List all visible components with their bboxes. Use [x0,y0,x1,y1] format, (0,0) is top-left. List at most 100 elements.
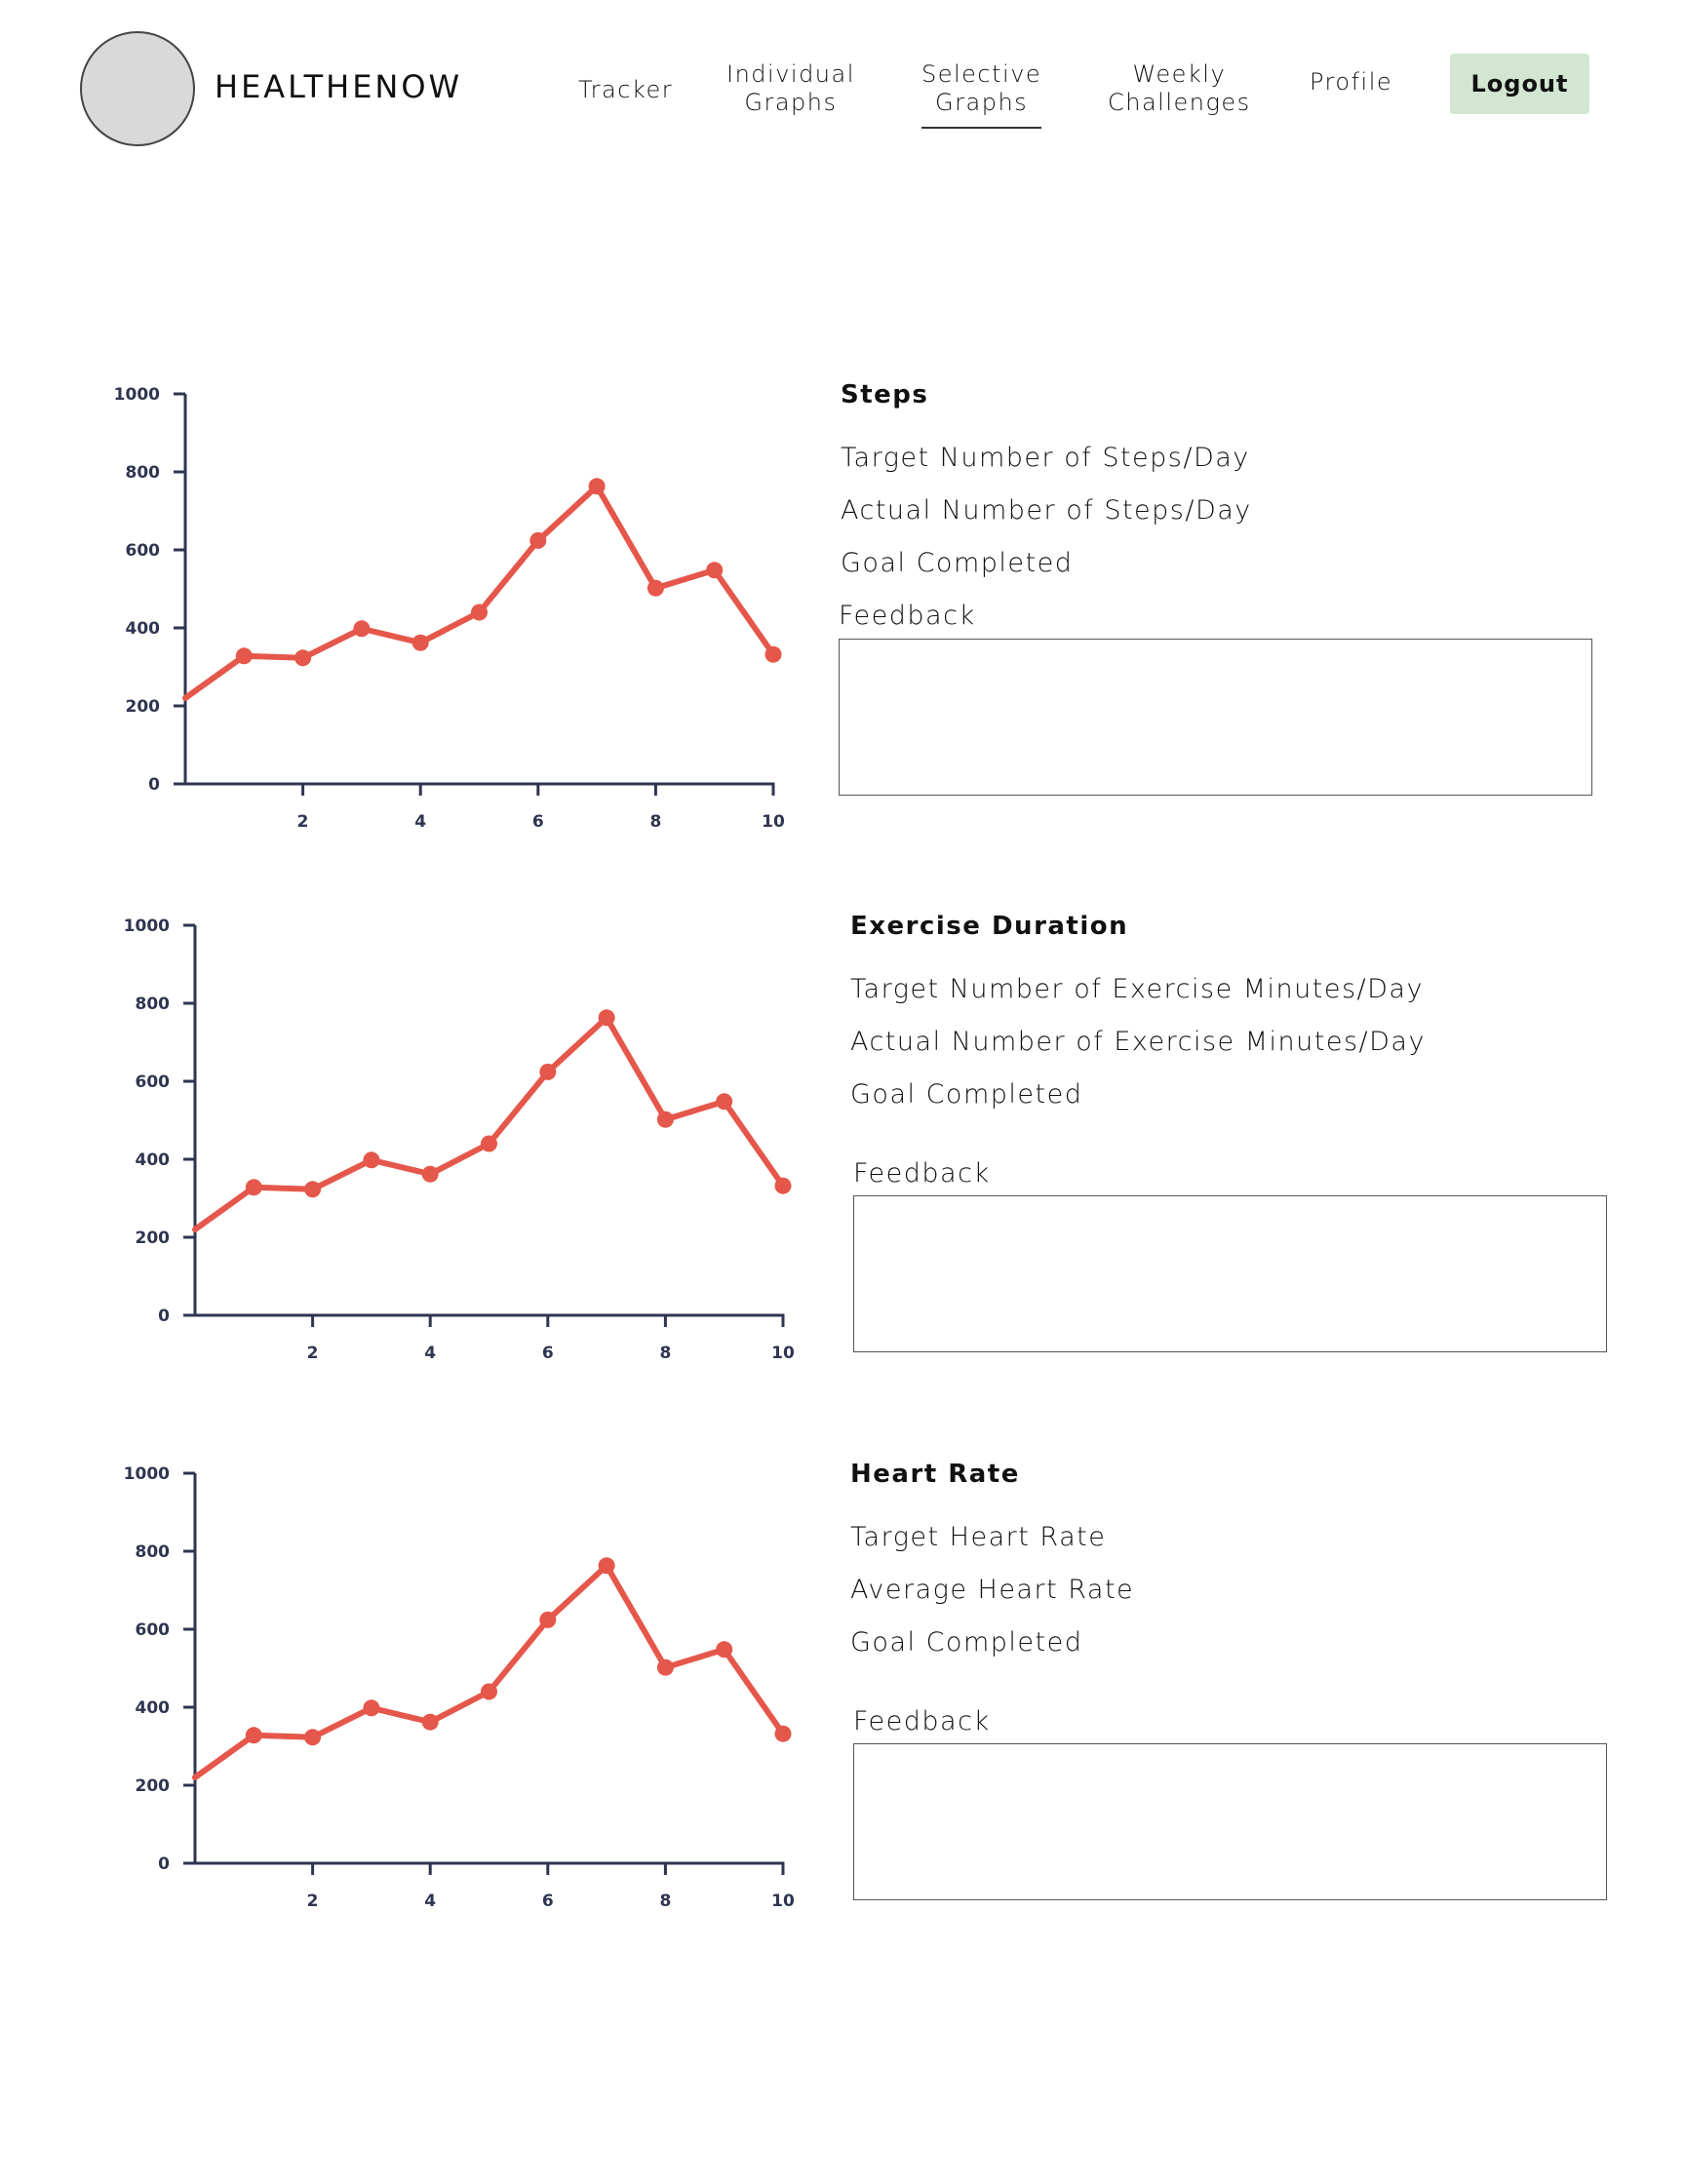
x-tick-label: 10 [762,812,785,832]
data-point [656,1658,674,1676]
data-point [706,562,724,579]
nav-tracker-label: Tracker [578,76,674,103]
x-tick-label: 2 [297,812,309,832]
steps-title: Steps [841,380,929,410]
x-tick-label: 6 [542,1344,554,1363]
steps-feedback-input[interactable] [839,639,1592,796]
data-point [481,1683,497,1700]
logout-button[interactable]: Logout [1450,54,1589,114]
data-point [353,620,371,638]
chart-axes [183,394,775,790]
data-point [647,579,664,597]
exercise-target-label: Target Number of Exercise Minutes/Day [850,974,1424,1004]
nav-weekly-label-line2: Challenges [1108,89,1251,116]
steps-goal-label: Goal Completed [841,548,1074,578]
chart-axes [193,925,785,1321]
x-tick-label: 8 [659,1892,671,1911]
y-tick-label: 1000 [124,916,170,936]
data-point [235,647,253,665]
series-line [192,1562,786,1780]
heart-rate-feedback-label: Feedback [853,1706,991,1736]
nav-profile-label: Profile [1310,68,1393,96]
heart-rate-info: Heart Rate Target Heart Rate Average Hea… [850,1460,1621,1908]
nav-individual-graphs[interactable]: Individual Graphs [726,60,855,117]
y-tick-label: 200 [126,697,161,717]
nav-weekly-label-line1: Weekly [1132,60,1227,88]
heart-rate-average-label: Average Heart Rate [850,1575,1135,1605]
x-tick-label: 10 [771,1344,795,1363]
exercise-actual-label: Actual Number of Exercise Minutes/Day [850,1027,1426,1057]
data-point [471,604,488,621]
nav-selective-label-line1: Selective [921,60,1042,88]
series-line [182,483,776,701]
data-point [245,1179,262,1196]
y-tick-label: 0 [158,1854,170,1874]
exercise-duration-chart: 0 200 400 600 800 1000 2 4 6 8 10 [124,916,795,1363]
data-point [481,1135,497,1152]
y-tick-label: 400 [136,1150,171,1170]
y-tick-label: 200 [136,1228,171,1248]
x-tick-label: 6 [532,812,544,832]
nav-selective-graphs[interactable]: Selective Graphs [921,60,1042,129]
y-tick-label: 400 [126,619,161,639]
exercise-feedback-label: Feedback [853,1158,991,1189]
brand-name: HEALTHENOW [215,68,463,105]
data-point [363,1151,380,1169]
data-point [421,1713,439,1731]
y-tick-label: 200 [136,1776,171,1796]
y-tick-label: 600 [136,1620,171,1640]
nav-tracker[interactable]: Tracker [578,76,673,104]
y-tick-label: 800 [126,463,161,483]
heart-rate-title: Heart Rate [850,1460,1020,1489]
y-tick-label: 400 [136,1698,171,1718]
data-point [716,1093,733,1111]
steps-chart: 0 200 400 600 800 1000 2 4 6 8 10 [114,385,785,832]
y-tick-label: 600 [136,1072,171,1092]
x-tick-label: 4 [424,1344,436,1363]
steps-actual-label: Actual Number of Steps/Day [841,495,1252,526]
data-point [656,1111,674,1128]
data-point [411,634,429,651]
data-point [304,1729,322,1746]
exercise-duration-title: Exercise Duration [850,912,1129,941]
x-tick-label: 8 [649,812,661,832]
steps-target-label: Target Number of Steps/Day [841,443,1250,473]
x-tick-label: 4 [424,1892,436,1911]
y-tick-label: 800 [136,994,171,1014]
y-tick-label: 600 [126,541,161,561]
series-line [192,1014,786,1232]
exercise-feedback-input[interactable] [853,1195,1607,1352]
heart-rate-goal-label: Goal Completed [850,1627,1083,1658]
x-tick-label: 6 [542,1892,554,1911]
nav-individual-label-line2: Graphs [744,89,838,116]
data-point [245,1727,262,1744]
steps-feedback-label: Feedback [839,601,976,631]
data-point [529,531,547,549]
data-point [764,645,782,663]
x-tick-label: 8 [659,1344,671,1363]
nav-profile[interactable]: Profile [1310,68,1392,97]
data-point [421,1165,439,1183]
data-point [774,1725,792,1742]
y-tick-label: 0 [158,1306,170,1326]
data-point [774,1177,792,1194]
heart-rate-chart: 0 200 400 600 800 1000 2 4 6 8 10 [124,1464,795,1911]
y-tick-label: 1000 [124,1464,170,1484]
nav-weekly-challenges[interactable]: Weekly Challenges [1108,60,1251,117]
data-point [294,649,312,667]
data-point [539,1611,557,1628]
y-tick-label: 0 [148,775,160,795]
data-point [304,1181,322,1198]
x-tick-label: 2 [307,1344,319,1363]
x-tick-label: 10 [771,1892,795,1911]
data-point [716,1641,733,1658]
data-point [363,1699,380,1717]
x-tick-label: 2 [307,1892,319,1911]
steps-info: Steps Target Number of Steps/Day Actual … [839,380,1601,809]
avatar[interactable] [80,31,195,146]
heart-rate-target-label: Target Heart Rate [850,1522,1107,1552]
heart-rate-feedback-input[interactable] [853,1743,1607,1900]
exercise-goal-label: Goal Completed [850,1079,1083,1110]
x-tick-label: 4 [414,812,426,832]
exercise-duration-info: Exercise Duration Target Number of Exerc… [850,912,1621,1360]
